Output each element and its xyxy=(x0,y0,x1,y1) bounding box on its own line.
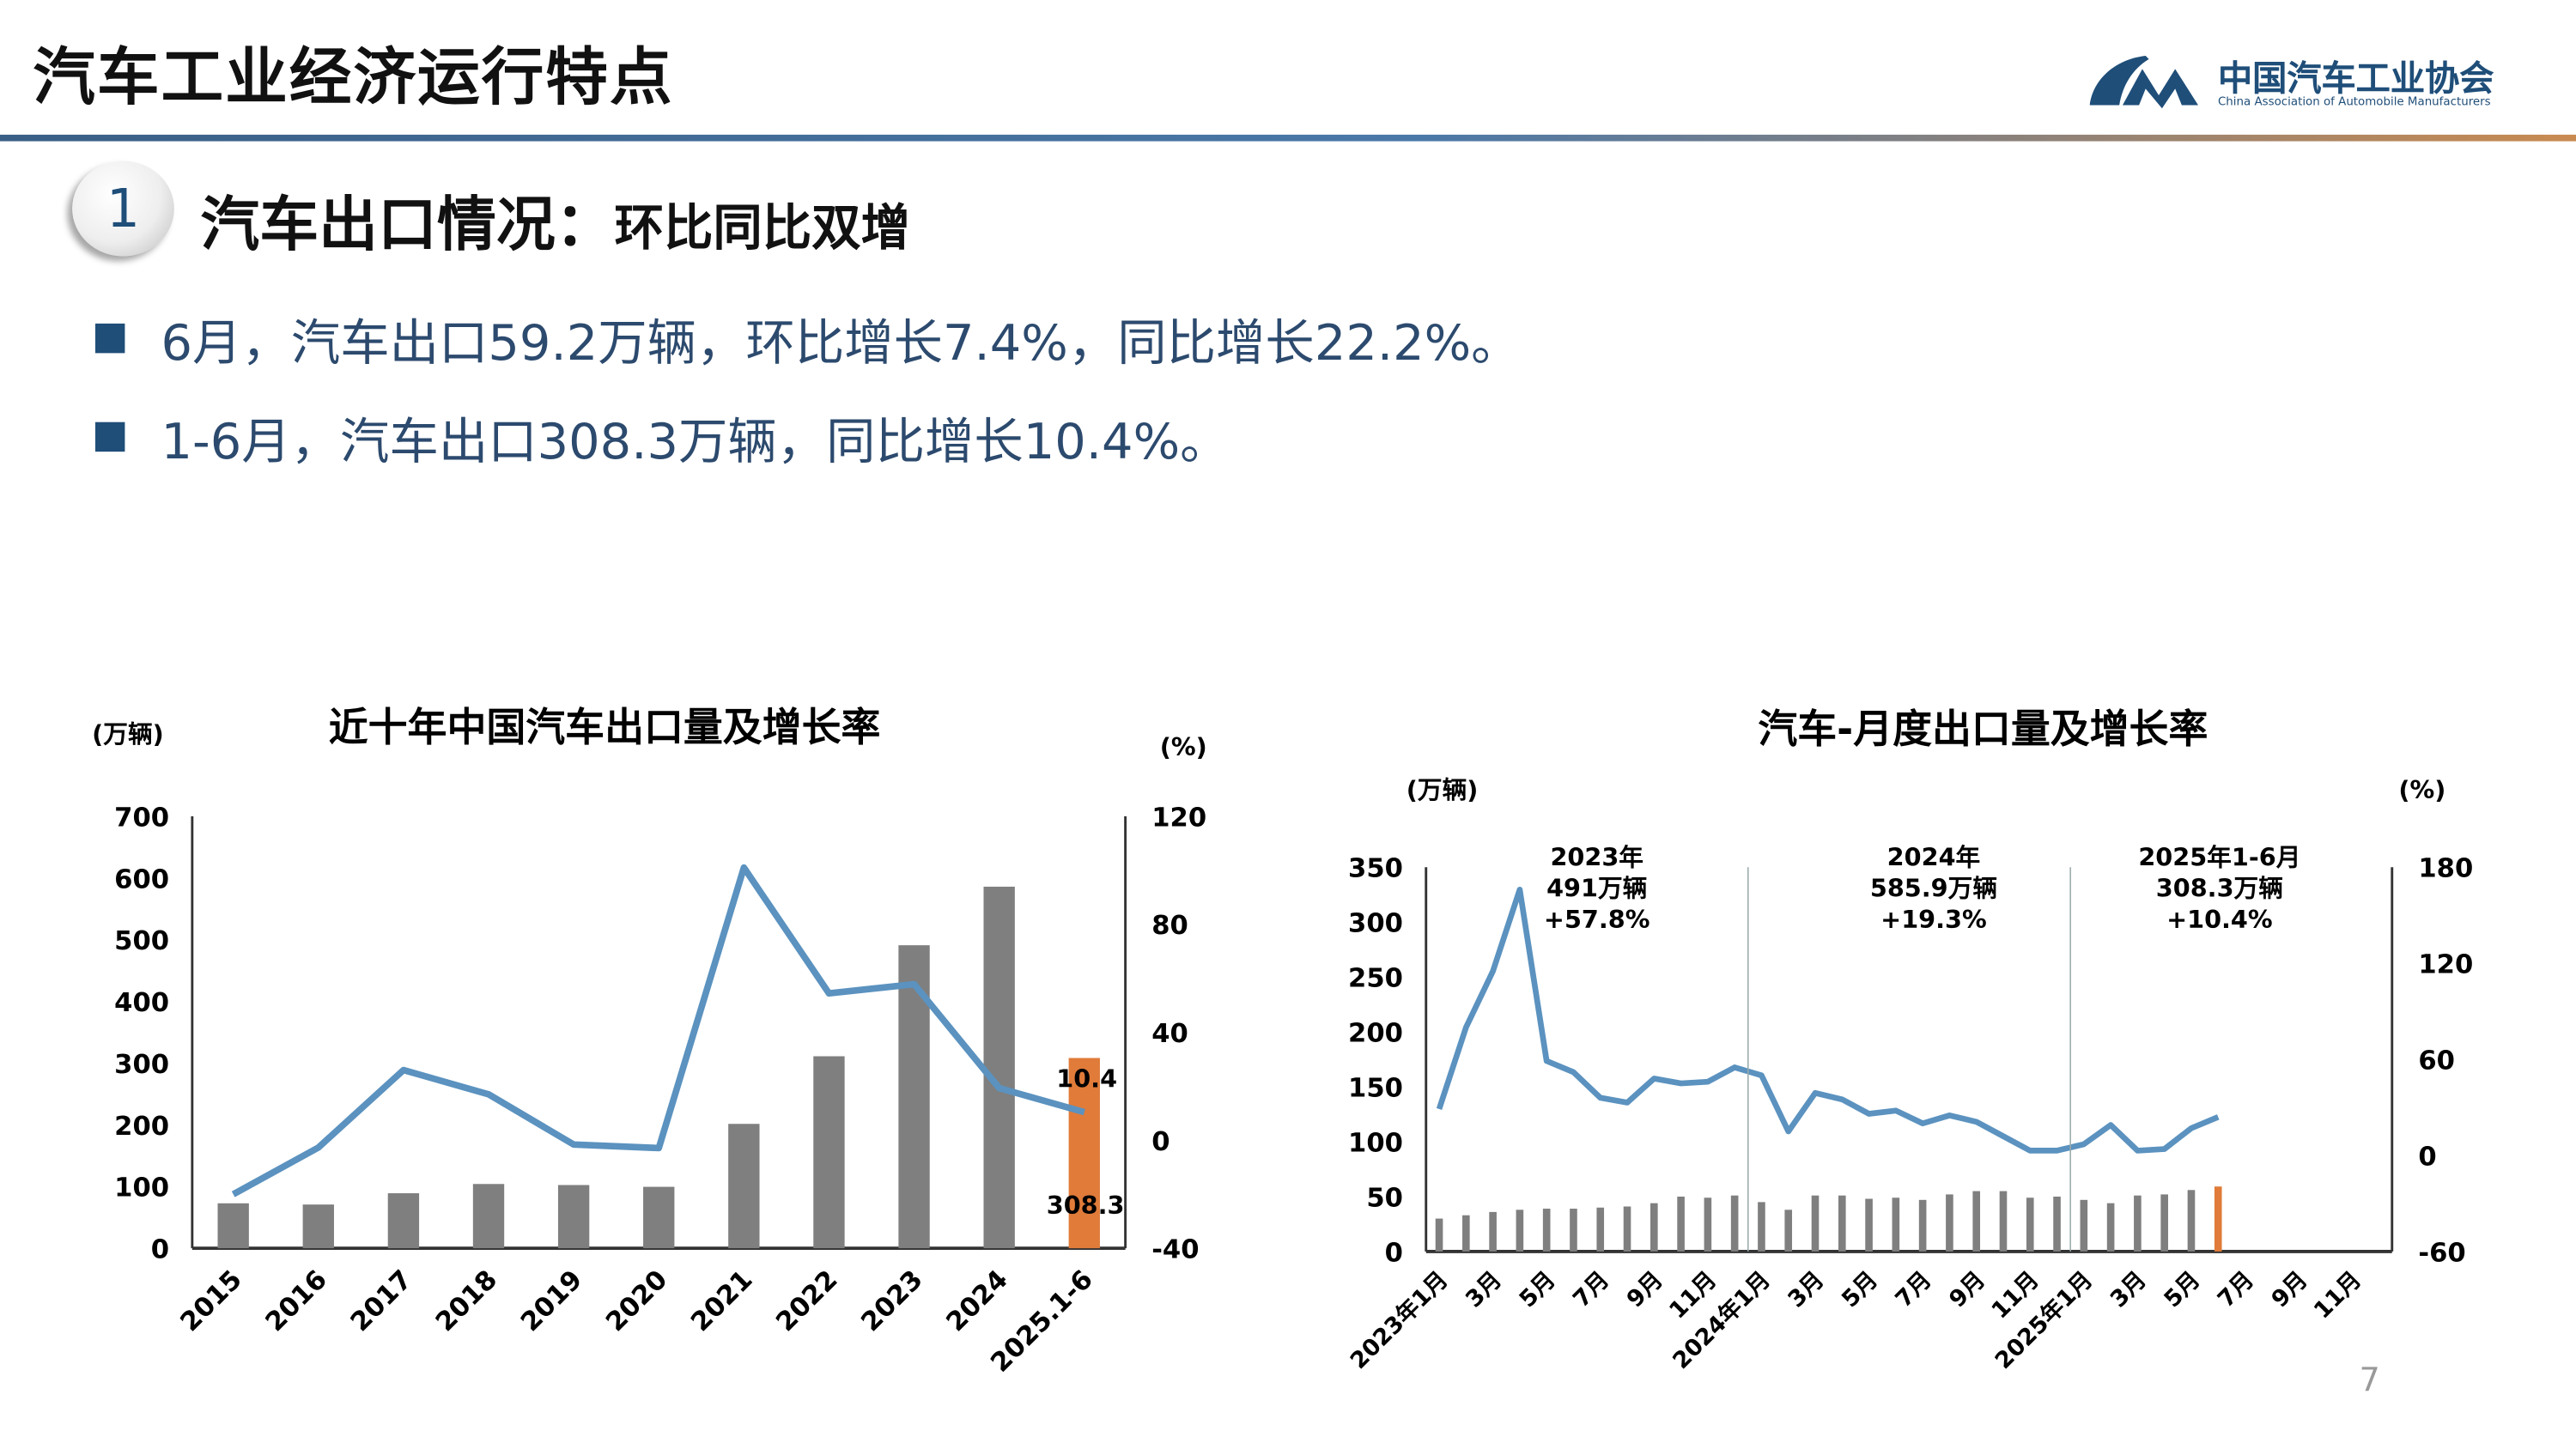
x-tick-label: 7月 xyxy=(1568,1266,1614,1313)
x-tick-label: 5月 xyxy=(1837,1266,1883,1313)
bar xyxy=(2160,1194,2168,1252)
y2-axis-label: (%) xyxy=(2398,775,2445,804)
bar xyxy=(1677,1197,1685,1252)
bar xyxy=(1972,1191,1980,1252)
bar xyxy=(1489,1212,1497,1252)
bar xyxy=(1436,1219,1443,1252)
year-summary-annotation: 491万辆 xyxy=(1546,874,1647,903)
bar xyxy=(1893,1197,1900,1252)
bar xyxy=(2000,1191,2008,1252)
x-tick-label: 11月 xyxy=(2309,1266,2366,1324)
bar xyxy=(1543,1209,1551,1252)
y-tick-label: 200 xyxy=(1348,1019,1403,1049)
y2-tick-label: -60 xyxy=(2418,1238,2465,1268)
y-tick-label: 150 xyxy=(1348,1074,1403,1104)
bar xyxy=(1758,1202,1765,1252)
y-tick-label: 0 xyxy=(1385,1238,1403,1268)
bar xyxy=(1919,1200,1927,1252)
bar xyxy=(1704,1197,1712,1252)
year-summary-annotation: +57.8% xyxy=(1544,905,1650,934)
year-summary-annotation: +10.4% xyxy=(2166,905,2273,934)
x-tick-label: 9月 xyxy=(1622,1266,1668,1313)
y2-tick-label: 180 xyxy=(2418,854,2473,884)
bar xyxy=(2134,1196,2142,1252)
bar xyxy=(1570,1209,1577,1252)
bar xyxy=(1784,1210,1792,1252)
x-tick-label: 2023年1月 xyxy=(1345,1266,1453,1374)
x-tick-label: 7月 xyxy=(2213,1266,2259,1313)
y-tick-label: 300 xyxy=(1348,909,1403,939)
y2-tick-label: 120 xyxy=(2418,950,2473,980)
bar xyxy=(1946,1194,1953,1252)
x-tick-label: 3月 xyxy=(1783,1266,1829,1313)
bar xyxy=(1650,1203,1658,1252)
bar xyxy=(1838,1196,1846,1252)
y-tick-label: 50 xyxy=(1366,1183,1403,1213)
y2-tick-label: 0 xyxy=(2418,1142,2436,1172)
year-summary-annotation: 2025年1-6月 xyxy=(2138,842,2300,871)
year-summary-annotation: 585.9万辆 xyxy=(1870,874,1997,903)
x-tick-label: 7月 xyxy=(1891,1266,1937,1313)
y-tick-label: 350 xyxy=(1348,854,1403,884)
bar xyxy=(1462,1216,1470,1252)
year-summary-annotation: 2023年 xyxy=(1550,842,1643,871)
bar xyxy=(2107,1203,2115,1252)
bar xyxy=(1812,1196,1820,1252)
bar xyxy=(1624,1206,1631,1251)
bar xyxy=(1596,1208,1604,1252)
bar xyxy=(1731,1196,1739,1252)
chart-title: 汽车-月度出口量及增长率 xyxy=(1758,706,2208,752)
x-tick-label: 3月 xyxy=(1461,1266,1507,1313)
bar xyxy=(1865,1199,1873,1252)
y-tick-label: 100 xyxy=(1348,1128,1403,1158)
bar xyxy=(1516,1210,1524,1252)
page-number: 7 xyxy=(2359,1360,2379,1399)
x-tick-label: 3月 xyxy=(2105,1266,2152,1313)
bar-highlight xyxy=(2215,1186,2222,1252)
year-summary-annotation: 308.3万辆 xyxy=(2156,874,2283,903)
year-summary-annotation: 2024年 xyxy=(1887,842,1981,871)
bar xyxy=(2188,1190,2196,1252)
y-tick-label: 250 xyxy=(1348,964,1403,994)
bar xyxy=(2026,1197,2034,1252)
x-tick-label: 9月 xyxy=(2267,1266,2313,1313)
y-axis-label: (万辆) xyxy=(1406,775,1479,804)
bar xyxy=(2081,1200,2088,1252)
x-tick-label: 5月 xyxy=(1515,1266,1561,1313)
x-tick-label: 5月 xyxy=(2159,1266,2205,1313)
bar xyxy=(2053,1197,2061,1252)
year-summary-annotation: +19.3% xyxy=(1880,905,1987,934)
x-tick-label: 9月 xyxy=(1944,1266,1990,1313)
y2-tick-label: 60 xyxy=(2418,1046,2455,1076)
